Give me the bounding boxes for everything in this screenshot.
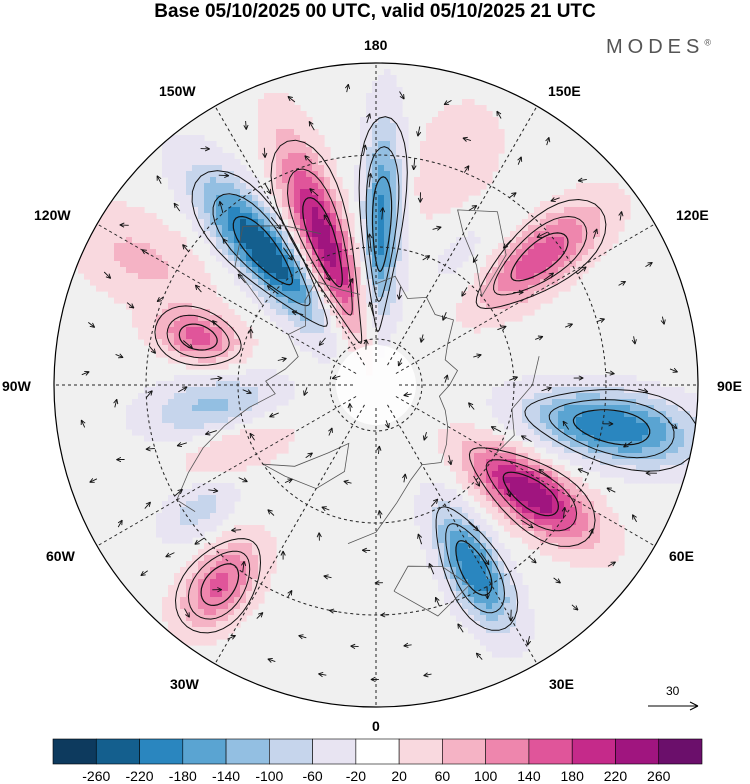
colorbar-swatch (183, 739, 226, 764)
label-60w: 60W (46, 548, 75, 564)
colorbar-swatch (269, 739, 312, 764)
colorbar-swatch (53, 739, 96, 764)
colorbar-swatch (356, 739, 399, 764)
reference-vector-label: 30 (666, 684, 679, 698)
label-180: 180 (364, 37, 387, 53)
colorbar-swatch (442, 739, 485, 764)
colorbar-tick-label: 180 (561, 768, 584, 784)
colorbar-tick-label: -100 (255, 768, 283, 784)
colorbar-swatch (140, 739, 183, 764)
label-30w: 30W (170, 676, 199, 692)
label-30e: 30E (549, 676, 574, 692)
label-90e: 90E (717, 378, 742, 394)
colorbar-tick-label: -60 (302, 768, 322, 784)
colorbar-tick-label: 100 (474, 768, 497, 784)
colorbar-tick-label: 20 (391, 768, 407, 784)
label-150e: 150E (548, 83, 581, 99)
colorbar-swatch (615, 739, 658, 764)
colorbar-swatch (572, 739, 615, 764)
colorbar-tick-label: 60 (435, 768, 451, 784)
reference-vector-arrow (648, 702, 698, 710)
colorbar-swatch (529, 739, 572, 764)
colorbar-tick-label: -140 (212, 768, 240, 784)
colorbar-swatch (486, 739, 529, 764)
colorbar-tick-label: 140 (517, 768, 540, 784)
colorbar-tick-label: -20 (346, 768, 366, 784)
polar-stereographic-map (0, 0, 750, 730)
label-150w: 150W (159, 83, 196, 99)
label-60e: 60E (669, 548, 694, 564)
colorbar-swatch (96, 739, 139, 764)
colorbar-tick-label: -220 (126, 768, 154, 784)
colorbar-tick-label: 220 (604, 768, 627, 784)
colorbar-tick-label: -260 (82, 768, 110, 784)
colorbar (0, 730, 750, 768)
colorbar-tick-label: -180 (169, 768, 197, 784)
label-120e: 120E (676, 207, 709, 223)
colorbar-swatch (313, 739, 356, 764)
label-120w: 120W (34, 207, 71, 223)
colorbar-swatch (226, 739, 269, 764)
colorbar-tick-label: 260 (647, 768, 670, 784)
label-90w: 90W (2, 378, 31, 394)
colorbar-swatch (659, 739, 702, 764)
colorbar-swatch (399, 739, 442, 764)
